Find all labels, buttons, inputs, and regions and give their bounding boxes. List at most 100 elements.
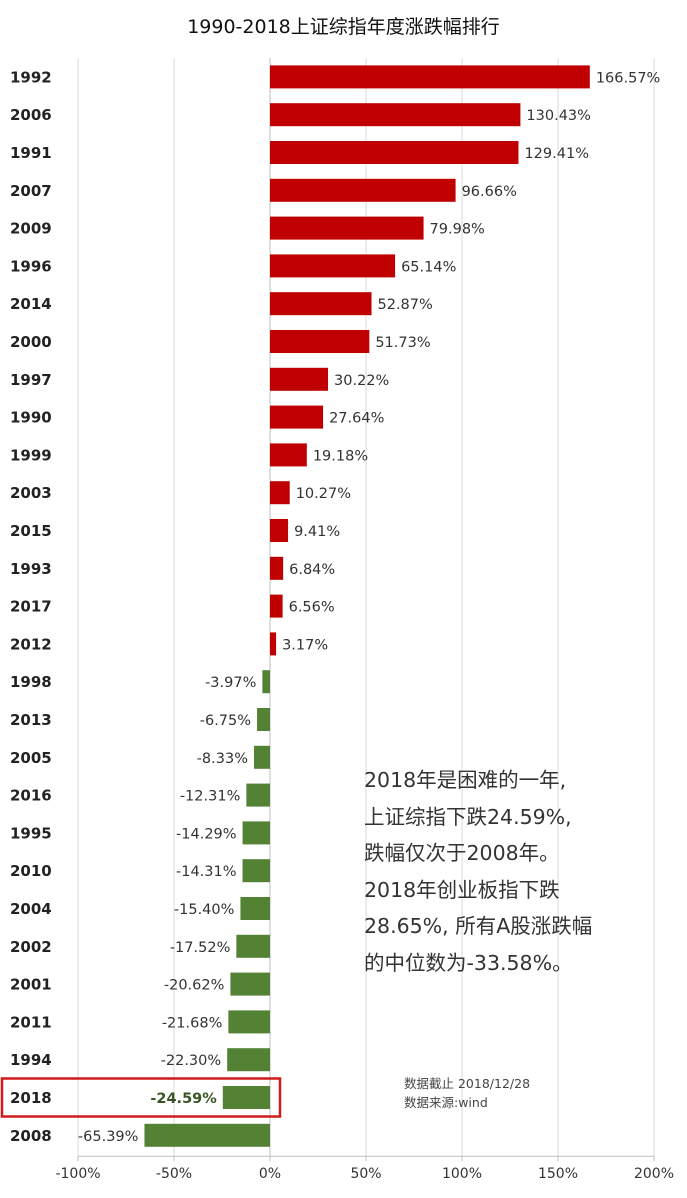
category-label: 1991 (10, 144, 52, 162)
data-label: -14.29% (176, 826, 237, 842)
data-label: -14.31% (176, 864, 237, 880)
category-label: 2003 (10, 484, 52, 502)
category-label: 2009 (10, 220, 52, 238)
bar (270, 367, 329, 391)
data-label: 6.56% (289, 600, 335, 616)
bar (144, 1123, 270, 1147)
data-label: -65.39% (78, 1129, 139, 1145)
bar (257, 708, 270, 731)
annotation-line: 2018年创业板指下跌 (364, 877, 560, 902)
bar (246, 783, 270, 807)
category-label: 2012 (10, 635, 52, 653)
category-label: 2001 (10, 976, 52, 994)
category-label: 2016 (10, 787, 52, 805)
bar (242, 859, 270, 883)
annotation-line: 28.65%, 所有A股涨跌幅 (364, 914, 593, 938)
data-label: 65.14% (401, 259, 456, 275)
data-label: -22.30% (161, 1053, 222, 1069)
x-tick-label: 150% (538, 1166, 578, 1182)
category-label: 1994 (10, 1051, 52, 1069)
data-label: 9.41% (294, 524, 340, 540)
category-label: 1995 (10, 824, 52, 842)
bar (270, 141, 519, 164)
bar (222, 1086, 270, 1109)
category-label: 2015 (10, 522, 52, 540)
data-label: 129.41% (524, 146, 589, 162)
highlight-box (0, 1077, 282, 1118)
bar (270, 443, 307, 467)
bar (270, 632, 277, 656)
data-label: 19.18% (313, 448, 368, 464)
category-label: 2013 (10, 711, 52, 729)
category-label: 2005 (10, 749, 52, 767)
annotation-line: 跌幅仅次于2008年。 (364, 841, 560, 865)
bar (270, 254, 396, 278)
data-label: -12.31% (180, 789, 241, 805)
bar (262, 670, 270, 694)
data-label: 166.57% (596, 70, 661, 86)
source-note: 数据截止 2018/12/28 数据来源:wind (404, 1074, 530, 1112)
bar (270, 481, 290, 505)
data-label: -15.40% (174, 902, 235, 918)
category-label: 1998 (10, 673, 52, 691)
category-label: 2002 (10, 938, 52, 956)
category-label: 2000 (10, 333, 52, 351)
annotation-line: 2018年是困难的一年, (364, 768, 567, 792)
bar (270, 330, 370, 353)
bar (270, 65, 590, 89)
data-label: 52.87% (378, 297, 433, 313)
bar (270, 519, 289, 542)
bar (270, 405, 324, 429)
category-label: 2006 (10, 106, 52, 124)
data-label: 6.84% (289, 562, 335, 578)
bar (254, 745, 270, 769)
category-label: 2017 (10, 598, 52, 616)
data-source: 数据来源:wind (404, 1095, 488, 1110)
category-label: 2011 (10, 1013, 52, 1031)
data-label: -6.75% (200, 713, 251, 729)
category-label: 1997 (10, 371, 52, 389)
data-label: -24.59% (150, 1091, 217, 1107)
category-label: 2004 (10, 900, 52, 918)
annotation-line: 的中位数为-33.58%。 (364, 950, 573, 975)
annotation-text: 2018年是困难的一年, 上证综指下跌24.59%, 跌幅仅次于2008年。 2… (364, 762, 592, 981)
x-tick-label: 200% (634, 1166, 674, 1182)
bar (236, 934, 270, 958)
data-label: 30.22% (334, 373, 389, 389)
category-label: 1990 (10, 409, 52, 427)
data-label: 10.27% (296, 486, 351, 502)
data-label: 96.66% (462, 184, 517, 200)
data-label: 79.98% (430, 222, 485, 238)
bar (270, 292, 372, 316)
category-label: 1992 (10, 68, 52, 86)
data-label: -21.68% (162, 1015, 223, 1031)
category-label: 1993 (10, 560, 52, 578)
bar (270, 103, 521, 127)
bar (230, 972, 270, 996)
data-label: -20.62% (164, 978, 225, 994)
category-label: 2018 (10, 1089, 52, 1107)
data-cutoff: 数据截止 2018/12/28 (404, 1076, 531, 1091)
data-label: 51.73% (375, 335, 430, 351)
data-label: -3.97% (205, 675, 256, 691)
category-label: 2010 (10, 862, 52, 880)
annotation-line: 上证综指下跌24.59%, (364, 804, 572, 829)
category-label: 2007 (10, 182, 52, 200)
category-label: 1996 (10, 257, 52, 275)
bar (270, 216, 424, 240)
data-label: 3.17% (282, 637, 328, 653)
bar (270, 556, 284, 580)
bar (240, 897, 270, 920)
bar (270, 178, 456, 202)
x-tick-label: -50% (156, 1166, 192, 1182)
bar (270, 594, 283, 618)
x-tick-label: 50% (350, 1166, 381, 1182)
x-tick-label: 0% (259, 1166, 281, 1182)
chart-title: 1990-2018上证综指年度涨跌幅排行 (187, 16, 500, 38)
bar (227, 1048, 270, 1072)
category-label: 2008 (10, 1127, 52, 1145)
category-label: 1999 (10, 446, 52, 464)
data-label: -8.33% (197, 751, 248, 767)
data-label: 27.64% (329, 411, 384, 427)
